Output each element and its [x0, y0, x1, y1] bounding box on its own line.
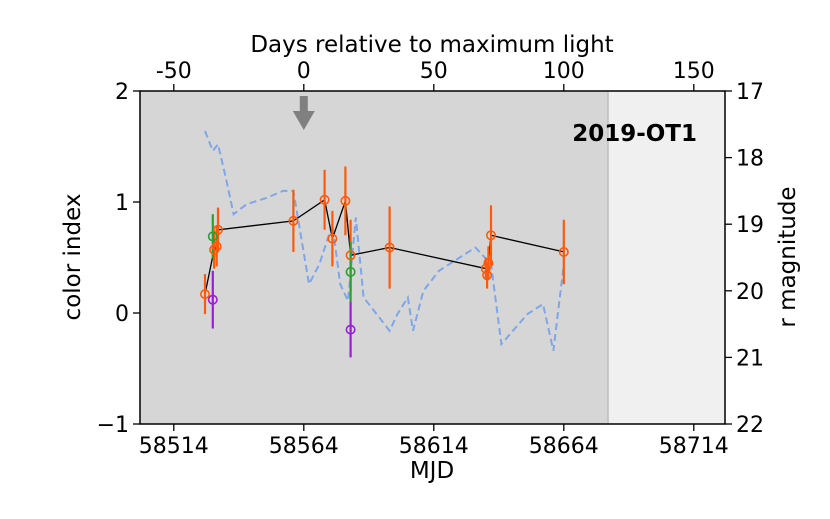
data-point: [558, 246, 569, 257]
data-point: [207, 231, 218, 242]
data-point: [213, 224, 224, 235]
data-point: [340, 195, 351, 206]
shaded-region: [140, 91, 608, 424]
data-point: [207, 294, 218, 305]
plot-frame: [139, 90, 726, 425]
top-tick-label: 50: [420, 59, 448, 84]
x-tick-label: 58514: [139, 434, 209, 459]
top-tick-label: 100: [543, 59, 585, 84]
data-point: [483, 258, 494, 269]
right-tick-label: 19: [736, 213, 764, 238]
x-tick-label: 58564: [269, 434, 339, 459]
right-tick-label: 21: [736, 346, 764, 371]
y-axis-label: color index: [60, 194, 86, 321]
data-point: [485, 230, 496, 241]
right-tick-label: 18: [736, 147, 764, 172]
y-tick-label: 1: [115, 191, 129, 216]
right-tick-label: 20: [736, 280, 764, 305]
data-point: [200, 289, 211, 300]
x-tick-label: 58714: [659, 434, 729, 459]
top-tick-label: 0: [297, 59, 311, 84]
x-axis-label: MJD: [410, 458, 454, 484]
data-point: [480, 263, 491, 274]
chart-title: 2019-OT1: [572, 121, 697, 147]
data-point: [327, 233, 338, 244]
top-tick-label: -50: [156, 59, 192, 84]
y-tick-label: 2: [115, 80, 129, 105]
top-axis-label: Days relative to maximum light: [250, 32, 613, 58]
data-point: [319, 194, 330, 205]
right-axis-label: r magnitude: [775, 186, 801, 327]
data-point: [288, 215, 299, 226]
max-light-arrow: [292, 96, 315, 130]
data-point: [345, 266, 356, 277]
data-point: [482, 270, 493, 281]
data-point: [345, 250, 356, 261]
data-point: [211, 241, 222, 252]
y-tick-label: 0: [115, 302, 129, 327]
right-tick-label: 22: [736, 413, 764, 438]
right-tick-label: 17: [736, 80, 764, 105]
data-point: [345, 324, 356, 335]
x-tick-label: 58614: [399, 434, 469, 459]
y-tick-label: −1: [97, 413, 129, 438]
x-tick-label: 58664: [529, 434, 599, 459]
data-point: [384, 242, 395, 253]
top-tick-label: 150: [673, 59, 715, 84]
